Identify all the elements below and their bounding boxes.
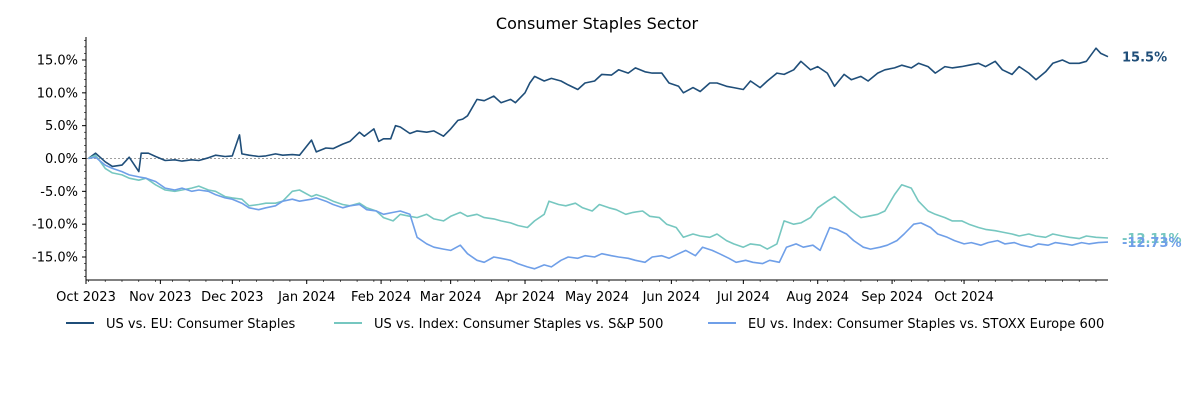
y-tick-label: 15.0% xyxy=(37,53,78,68)
chart-title: Consumer Staples Sector xyxy=(496,14,699,33)
series-line-3 xyxy=(88,156,1109,270)
x-tick-label: Oct 2023 xyxy=(56,290,116,305)
legend-label-3: EU vs. Index: Consumer Staples vs. STOXX… xyxy=(748,317,1104,332)
x-tick-label: Jul 2024 xyxy=(716,290,770,305)
legend-label-2: US vs. Index: Consumer Staples vs. S&P 5… xyxy=(374,317,663,332)
x-tick-label: Apr 2024 xyxy=(495,290,555,305)
x-tick-label: Dec 2023 xyxy=(201,290,263,305)
series-end-label-3: -12.73% xyxy=(1122,236,1182,251)
series-line-1 xyxy=(87,47,1109,173)
x-tick-label: Jun 2024 xyxy=(642,290,701,305)
x-tick-label: Aug 2024 xyxy=(786,290,849,305)
y-tick-label: 5.0% xyxy=(45,119,78,134)
series-end-label-2: -12.11% xyxy=(1122,232,1182,247)
y-tick-label: -15.0% xyxy=(32,251,78,266)
x-tick-label: Jan 2024 xyxy=(277,290,335,305)
legend: US vs. EU: Consumer Staples US vs. Index:… xyxy=(66,317,1104,332)
series-line-2 xyxy=(88,154,1109,250)
series-layer xyxy=(87,47,1109,270)
y-tick-label: -10.0% xyxy=(32,218,78,233)
legend-label-1: US vs. EU: Consumer Staples xyxy=(106,317,295,332)
x-ticks-layer: Oct 2023 Nov 2023 Dec 2023 Jan 2024 Feb 2024… xyxy=(56,280,1097,305)
x-tick-label: May 2024 xyxy=(565,290,629,305)
y-tick-label: -5.0% xyxy=(40,185,78,200)
end-labels-layer: 15.5% -12.11%-12.73% xyxy=(1122,51,1182,251)
x-tick-label: Mar 2024 xyxy=(420,290,482,305)
x-tick-label: Oct 2024 xyxy=(934,290,994,305)
y-tick-label: 10.0% xyxy=(37,86,78,101)
x-tick-label: Feb 2024 xyxy=(351,290,411,305)
y-tick-label: 0.0% xyxy=(45,152,78,167)
y-ticks-layer: -15.0% -10.0% -5.0% 0.0% 5.0% 10.0% 15.0% xyxy=(32,39,86,278)
series-end-label-1: 15.5% xyxy=(1122,51,1167,66)
x-tick-label: Nov 2023 xyxy=(129,290,192,305)
x-tick-label: Sep 2024 xyxy=(861,290,923,305)
